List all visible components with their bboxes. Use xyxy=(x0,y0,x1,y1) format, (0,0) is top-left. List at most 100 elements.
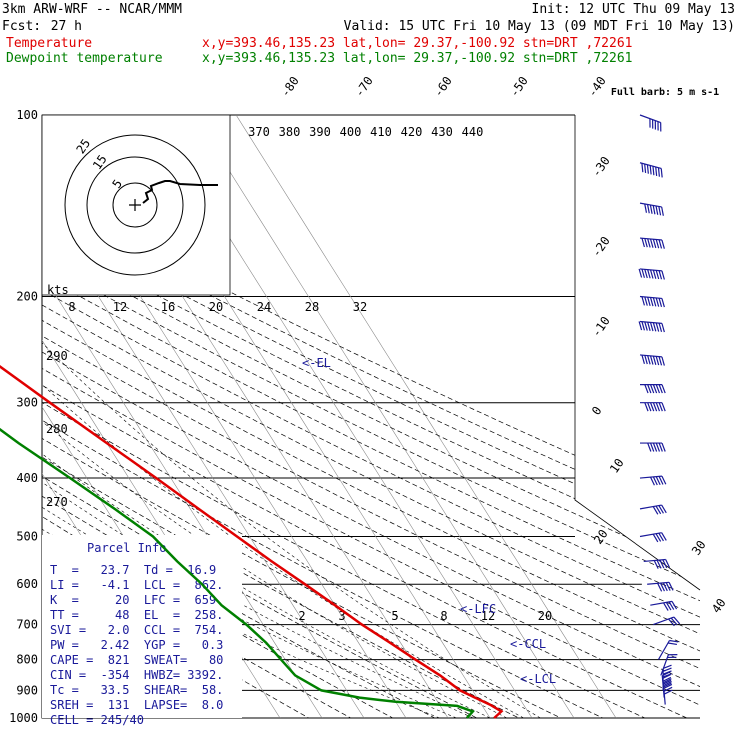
barb-flag xyxy=(658,442,663,452)
mixing-ratio-label: 3 xyxy=(338,609,345,623)
parcel-row: LI = -4.1 LCL = 862. xyxy=(50,578,223,592)
barb-flag xyxy=(647,384,652,394)
wind-barb xyxy=(657,639,679,660)
barb-note: Full barb: 5 m s-1 xyxy=(611,87,719,98)
parcel-row: PW = 2.42 YGP = 0.3 xyxy=(50,638,223,652)
isotherm-10 xyxy=(67,115,449,718)
pressure-tick-300: 300 xyxy=(16,396,38,410)
hodograph-trace xyxy=(142,180,218,204)
level-marker-lfc: <-LFC xyxy=(460,602,496,616)
barb-flag xyxy=(655,476,661,485)
barb-flag xyxy=(652,355,657,365)
parcel-bg xyxy=(42,535,242,718)
wind-barb xyxy=(640,384,666,394)
wind-barb xyxy=(662,678,673,705)
temperature-location: x,y=393.46,135.23 lat,lon= 29.37,-100.92… xyxy=(202,36,632,51)
barb-flag xyxy=(661,239,665,249)
barb-flag xyxy=(661,671,671,677)
barb-flag xyxy=(663,686,673,692)
barb-flag xyxy=(663,683,673,689)
pressure-tick-100: 100 xyxy=(16,108,38,122)
wind-barb xyxy=(643,558,671,569)
level-marker-lcl: <-LCL xyxy=(520,672,556,686)
wind-barb xyxy=(639,295,665,308)
barb-flag xyxy=(669,639,679,643)
barb-flag xyxy=(641,163,644,173)
barb-flag xyxy=(657,583,663,592)
barb-flag xyxy=(658,476,664,485)
barb-flag xyxy=(644,355,648,365)
barb-flag xyxy=(644,163,647,174)
barb-flag xyxy=(658,532,664,542)
barb-flag xyxy=(667,642,678,646)
isotherm-label: -20 xyxy=(589,234,613,260)
wind-barb xyxy=(639,475,667,486)
barb-flag xyxy=(658,298,663,308)
theta-e-label: 440 xyxy=(462,125,484,139)
dry-adiabat-390 xyxy=(42,115,700,718)
wind-barb xyxy=(638,268,665,280)
barb-flag xyxy=(662,679,672,685)
wind-barb xyxy=(639,504,667,515)
mixing-ratio-label: 12 xyxy=(481,609,495,623)
dry-adiabat-440 xyxy=(42,115,700,718)
model-title: 3km ARW-WRF -- NCAR/MMM xyxy=(2,2,182,17)
barb-shaft xyxy=(657,640,670,660)
dry-adiabat-400 xyxy=(42,115,700,718)
parcel-row: CAPE = 821 SWEAT= 80 xyxy=(50,653,223,667)
dewpoint-line xyxy=(0,427,475,719)
mixing-ratio-label: 2 xyxy=(298,609,305,623)
isotherm-20 xyxy=(109,115,491,718)
barb-flag xyxy=(638,321,643,331)
barb-flag xyxy=(652,322,657,332)
wind-barb xyxy=(639,532,667,543)
wind-barb xyxy=(640,442,666,452)
barb-flag xyxy=(652,476,658,486)
barb-flag xyxy=(661,270,665,280)
temp-axis-label: 28 xyxy=(305,300,319,314)
isotherm-label: 30 xyxy=(689,538,709,558)
barb-flag xyxy=(671,601,678,610)
barb-flag xyxy=(641,296,645,306)
barb-flag xyxy=(658,322,663,332)
parcel-row: T = 23.7 Td = 16.9 xyxy=(50,563,216,577)
barb-flag xyxy=(644,269,648,279)
barb-flag xyxy=(658,505,664,514)
barb-flag xyxy=(668,618,675,627)
dewpoint-legend: Dewpoint temperature xyxy=(6,51,163,66)
parcel-row: SVI = 2.0 CCL = 754. xyxy=(50,623,223,637)
barb-flag xyxy=(647,238,651,248)
theta-e-label: 370 xyxy=(248,125,270,139)
barb-flag xyxy=(647,442,652,452)
barb-flag xyxy=(662,667,672,672)
isotherm-label: -80 xyxy=(278,74,302,100)
barb-flag xyxy=(662,682,672,688)
level-marker-ccl: <-CCL xyxy=(510,637,546,651)
parcel-row: TT = 48 EL = 258. xyxy=(50,608,223,622)
barb-flag xyxy=(661,532,667,541)
temp-axis-label: 12 xyxy=(113,300,127,314)
barb-flag xyxy=(655,322,660,332)
barb-flag xyxy=(658,384,663,394)
barb-flag xyxy=(665,559,671,568)
temperature-line xyxy=(0,364,504,719)
parcel-row: K = 20 LFC = 659. xyxy=(50,593,223,607)
hodograph-ring-label: 25 xyxy=(73,136,93,156)
wind-barb xyxy=(650,600,678,611)
barb-flag xyxy=(646,164,649,174)
hodograph-ring xyxy=(64,134,206,276)
dry-adiabat-330 xyxy=(42,115,645,718)
hodograph-ring-label: 15 xyxy=(90,152,110,172)
barb-shaft xyxy=(650,600,673,606)
pressure-tick-400: 400 xyxy=(16,471,38,485)
barb-flag xyxy=(658,402,663,412)
barb-flag xyxy=(649,384,655,394)
barb-flag xyxy=(661,442,666,452)
barb-flag xyxy=(647,355,651,365)
parcel-title: Parcel Info xyxy=(87,541,166,555)
moist-adiabat-32 xyxy=(42,296,541,718)
barb-flag xyxy=(670,617,678,626)
barb-flag xyxy=(644,296,648,306)
barb-flag xyxy=(646,204,650,214)
barb-flag xyxy=(649,269,654,279)
